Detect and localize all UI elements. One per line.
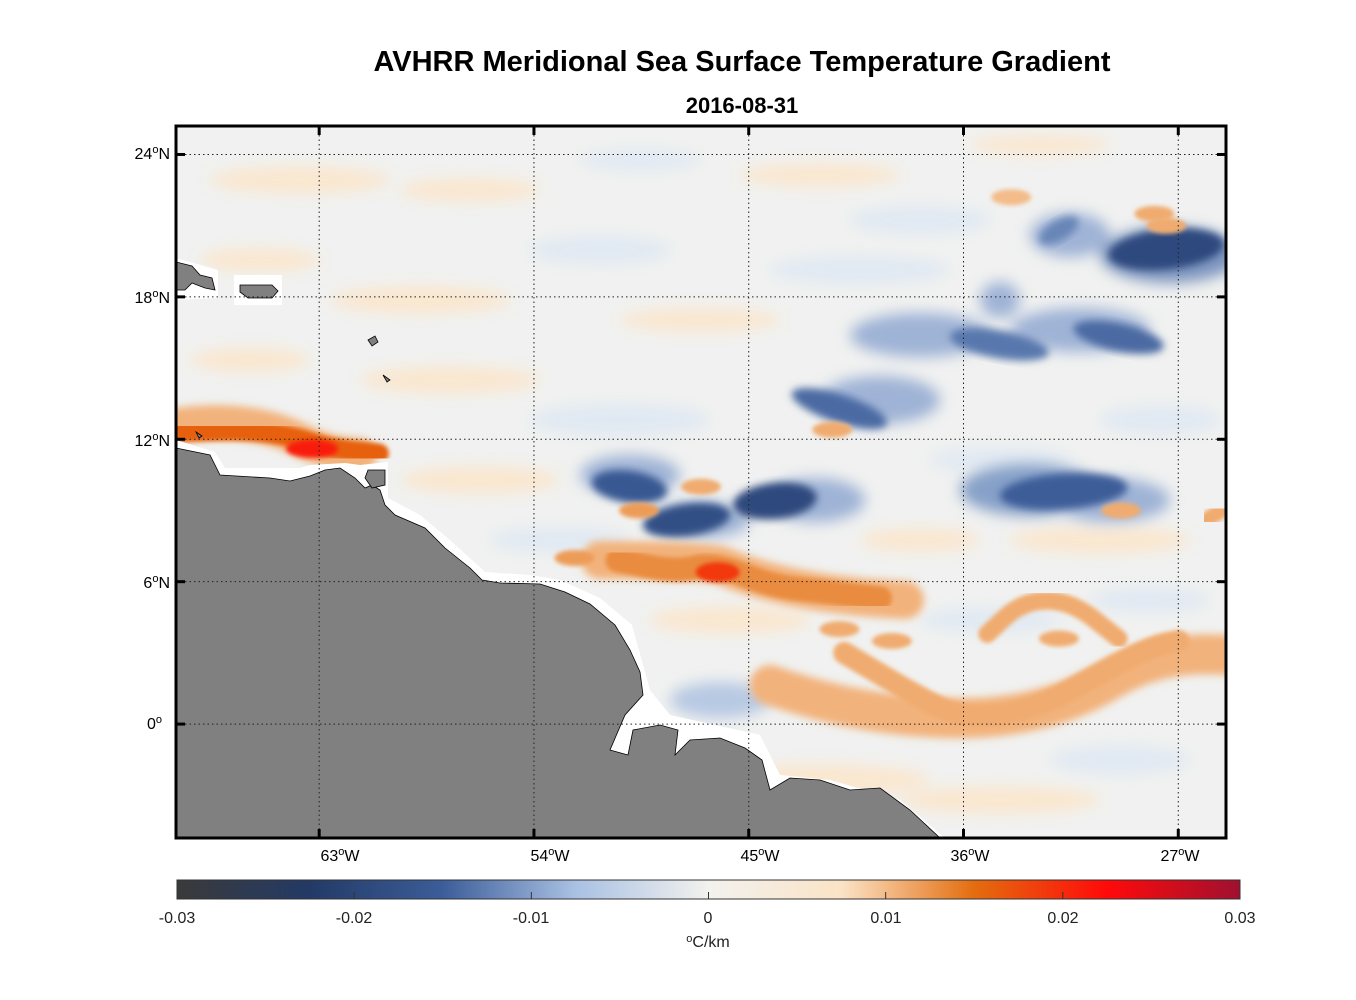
x-tick-label-27w: 27oW (1160, 846, 1200, 865)
positive-patch-3 (554, 549, 595, 566)
colorbar-ticks (176, 892, 1241, 899)
colorbar-unit-label: oC/km (686, 933, 729, 951)
chart-subtitle: 2016-08-31 (685, 93, 799, 118)
colorbar-label-003: 0.03 (1224, 910, 1255, 927)
colorbar-label-minus-002: -0.02 (336, 910, 373, 927)
negative-feature-blob-3 (591, 470, 668, 504)
positive-core-hotspot-1 (286, 439, 339, 458)
negative-feature-blob-6 (1108, 228, 1225, 271)
map-frame (174, 124, 1228, 840)
y-tick-label-12n: 12oN (135, 431, 170, 450)
x-tick-label-54w: 54oW (530, 846, 570, 865)
positive-patch-1 (681, 478, 721, 495)
positive-patch-4 (819, 621, 860, 638)
positive-feature-equatorial-band (833, 630, 1190, 727)
negative-feature-blob-9 (1039, 216, 1079, 245)
positive-feature-east-margin (1198, 502, 1226, 528)
y-tick-label-18n: 18oN (135, 288, 170, 307)
puerto-rico-island (239, 284, 279, 299)
colorbar-label-002: 0.02 (1047, 910, 1078, 927)
barbados-island (382, 374, 391, 383)
negative-feature-blob-5 (999, 472, 1128, 510)
y-tick-label-6n: 6oN (143, 573, 170, 592)
positive-patch-0 (618, 502, 659, 519)
positive-patch-6 (1038, 630, 1079, 647)
colorbar-label-001: 0.01 (870, 910, 901, 927)
map-panel (176, 126, 1226, 838)
trinidad-island (364, 469, 386, 489)
positive-patch-10 (991, 189, 1032, 206)
positive-patch-5 (871, 633, 912, 650)
positive-patch-9 (1134, 205, 1175, 222)
land (176, 258, 945, 838)
chart-title: AVHRR Meridional Sea Surface Temperature… (373, 46, 1111, 78)
y-tick-labels: 24oN 18oN 12oN 6oN 0o (135, 144, 170, 733)
positive-core-hotspot-0 (695, 562, 740, 583)
hispaniola-island (176, 261, 216, 291)
tick-marks (176, 126, 1226, 838)
colorbar-tick-labels: -0.03 -0.02 -0.01 0 0.01 0.02 0.03 (159, 910, 1256, 927)
grenada-island (194, 430, 203, 439)
y-tick-label-24n: 24oN (135, 144, 170, 163)
background-texture (190, 135, 1220, 814)
positive-patch-7 (1101, 502, 1141, 519)
positive-patch-2 (812, 421, 853, 438)
x-tick-labels: 63oW 54oW 45oW 36oW 27oW (320, 846, 1200, 865)
negative-feature-blob-7 (949, 328, 1049, 361)
positive-cores (176, 189, 1226, 727)
colorbar-label-minus-003: -0.03 (159, 910, 196, 927)
x-tick-label-63w: 63oW (320, 846, 360, 865)
colorbar-label-minus-001: -0.01 (513, 910, 550, 927)
negative-feature-blob-4 (791, 388, 888, 429)
negative-feature-blob-8 (1073, 320, 1164, 354)
negative-feature-blob-2 (733, 482, 817, 520)
positive-feature-south-atlantic-arc (978, 591, 1128, 648)
negative-cores (591, 216, 1225, 537)
y-tick-label-0: 0o (147, 714, 162, 733)
negative-feature-blob-1 (643, 502, 731, 537)
negative-gradient-features (580, 213, 1226, 718)
x-tick-label-45w: 45oW (740, 846, 780, 865)
colorbar: -0.03 -0.02 -0.01 0 0.01 0.02 0.03 oC/km (159, 879, 1256, 951)
colorbar-label-0: 0 (704, 910, 713, 927)
grid-lines (176, 126, 1226, 838)
south-america-landmass (176, 447, 941, 838)
positive-gradient-features (176, 189, 1226, 739)
x-tick-label-36w: 36oW (950, 846, 990, 865)
guadeloupe-island (367, 335, 379, 347)
